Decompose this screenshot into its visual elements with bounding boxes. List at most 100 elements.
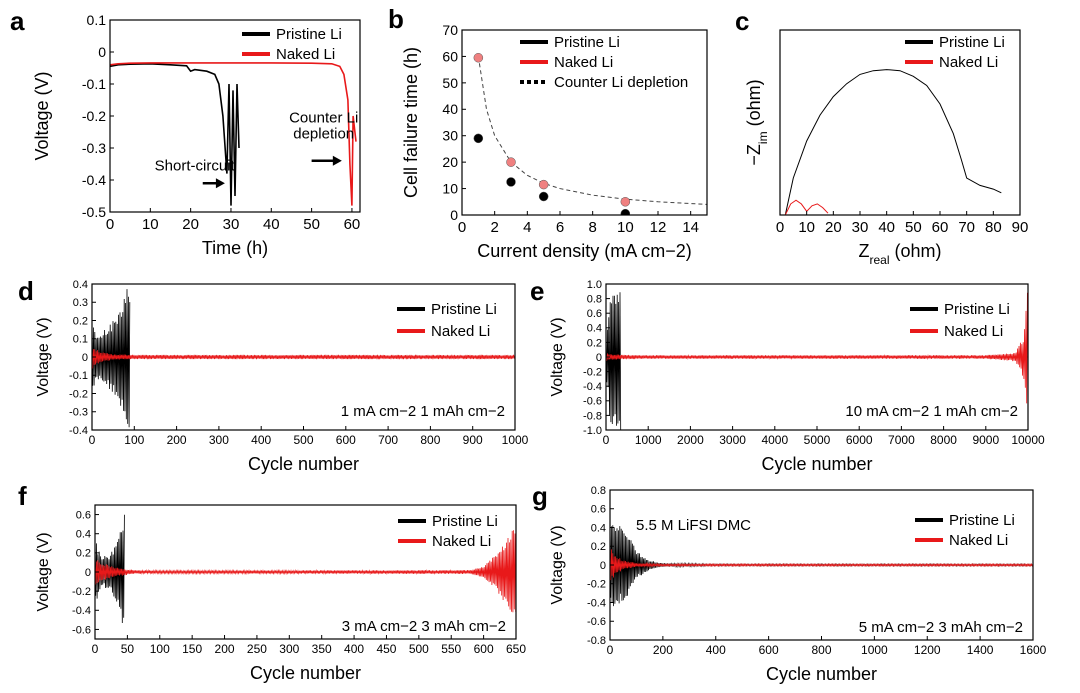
x-tick-label: 60 — [932, 219, 949, 236]
y-tick-label: 0 — [98, 44, 106, 60]
x-tick-label: 8000 — [930, 433, 957, 447]
x-tick-label: 550 — [441, 642, 461, 656]
plot-area — [784, 69, 1002, 215]
legend-label: Pristine Li — [431, 301, 497, 318]
condition-label: 5 mA cm−2 3 mAh cm−2 — [859, 619, 1023, 636]
x-tick-label: 1400 — [967, 643, 994, 657]
x-tick-label: 200 — [215, 642, 235, 656]
x-tick-label: 800 — [420, 433, 440, 447]
x-tick-label: 0 — [607, 643, 614, 657]
x-tick-label: 40 — [878, 219, 895, 236]
x-tick-label: 300 — [209, 433, 229, 447]
y-axis-title: Cell failure time (h) — [401, 47, 421, 198]
y-tick-label: 0.4 — [76, 529, 91, 541]
x-tick-label: 1000 — [635, 433, 662, 447]
pristine-li-point — [506, 177, 516, 187]
pristine-li-trace — [92, 289, 131, 428]
y-tick-label: 0.6 — [76, 509, 91, 521]
y-tick-label: 0.2 — [76, 548, 91, 560]
x-tick-label: 10000 — [1011, 433, 1045, 447]
x-tick-label: 600 — [336, 433, 356, 447]
panel-label: g — [532, 481, 548, 511]
legend-label: Pristine Li — [944, 301, 1010, 318]
y-tick-label: -0.4 — [69, 425, 88, 437]
y-tick-label: -0.1 — [82, 76, 106, 92]
x-tick-label: 0 — [89, 433, 96, 447]
y-tick-label: 20 — [442, 154, 458, 170]
pristine-li-line — [784, 69, 1002, 215]
x-tick-label: 150 — [182, 642, 202, 656]
y-axis-title: Voltage (V) — [35, 532, 52, 611]
y-axis-title-unit: (ohm) — [744, 79, 764, 131]
x-tick-label: 500 — [409, 642, 429, 656]
annotation-label: depletion — [293, 125, 354, 142]
legend-label: Pristine Li — [276, 26, 342, 43]
y-tick-label: 50 — [442, 75, 458, 91]
y-tick-label: 0 — [600, 560, 606, 572]
plot-area — [95, 514, 516, 624]
x-tick-label: 4 — [523, 219, 531, 236]
x-tick-label: 1000 — [502, 433, 529, 447]
y-tick-label: -0.4 — [587, 597, 606, 609]
y-tick-label: 0.6 — [587, 308, 602, 320]
y-tick-label: 0 — [596, 352, 602, 364]
legend-label: Pristine Li — [949, 512, 1015, 529]
y-tick-label: 0.1 — [73, 334, 88, 346]
y-tick-label: 0 — [82, 352, 88, 364]
x-tick-label: 10 — [617, 219, 634, 236]
y-axis-title-main: −Z — [744, 144, 764, 166]
annotation-label: Counter Li — [289, 109, 358, 126]
y-tick-label: 0.4 — [73, 279, 88, 291]
x-tick-label: 350 — [312, 642, 332, 656]
x-tick-label: 650 — [506, 642, 526, 656]
y-tick-label: 60 — [442, 48, 458, 64]
x-tick-label: 8 — [588, 219, 596, 236]
x-tick-label: 9000 — [972, 433, 999, 447]
y-tick-label: -0.8 — [587, 635, 606, 647]
y-tick-label: -0.8 — [583, 410, 602, 422]
condition-label: 10 mA cm−2 1 mAh cm−2 — [845, 403, 1018, 420]
y-tick-label: 40 — [442, 101, 458, 117]
y-tick-label: -0.3 — [82, 140, 106, 156]
y-tick-label: 0.8 — [587, 293, 602, 305]
x-tick-label: 60 — [344, 216, 361, 233]
naked-li-trace — [610, 547, 1033, 581]
y-tick-label: -0.5 — [82, 204, 106, 220]
y-tick-label: 70 — [442, 22, 458, 38]
y-tick-label: 0.2 — [73, 315, 88, 327]
y-tick-label: -0.1 — [69, 370, 88, 382]
x-tick-label: 600 — [474, 642, 494, 656]
condition-label: 3 mA cm−2 3 mAh cm−2 — [342, 618, 506, 635]
y-tick-label: 1.0 — [587, 279, 602, 291]
x-tick-label: 450 — [376, 642, 396, 656]
y-tick-label: 0.4 — [587, 323, 602, 335]
electrolyte-label: 5.5 M LiFSI DMC — [636, 517, 751, 534]
y-axis-title: Voltage (V) — [32, 71, 52, 160]
x-tick-label: 200 — [653, 643, 673, 657]
y-tick-label: -0.2 — [82, 108, 106, 124]
panel-e: e 0 1000 2000 3000 4000 5000 6000 7000 8000 9000 10… — [530, 276, 1045, 474]
x-tick-label: 12 — [650, 219, 667, 236]
x-tick-label: 0 — [458, 219, 466, 236]
x-axis-title: Cycle number — [248, 454, 359, 474]
y-tick-label: 0.6 — [591, 504, 606, 516]
y-tick-label: -0.2 — [583, 366, 602, 378]
x-tick-label: 3000 — [719, 433, 746, 447]
y-tick-label: -0.2 — [587, 579, 606, 591]
x-tick-label: 800 — [811, 643, 831, 657]
x-tick-label: 300 — [279, 642, 299, 656]
y-tick-label: -0.6 — [587, 616, 606, 628]
x-tick-label: 1000 — [861, 643, 888, 657]
panel-d: d 0 100 200 300 400 500 600 700 800 900 1000 0.4 0.3 0… — [18, 276, 529, 474]
naked-li-point — [506, 157, 516, 167]
y-tick-label: 30 — [442, 128, 458, 144]
y-axis-title: Voltage (V) — [549, 317, 566, 396]
panel-label: d — [18, 276, 34, 306]
y-tick-label: 0.2 — [587, 337, 602, 349]
x-axis-title-unit: (ohm) — [890, 241, 942, 261]
y-tick-label: -0.4 — [72, 605, 91, 617]
x-axis-title: Cycle number — [761, 454, 872, 474]
y-tick-label: -0.3 — [69, 407, 88, 419]
